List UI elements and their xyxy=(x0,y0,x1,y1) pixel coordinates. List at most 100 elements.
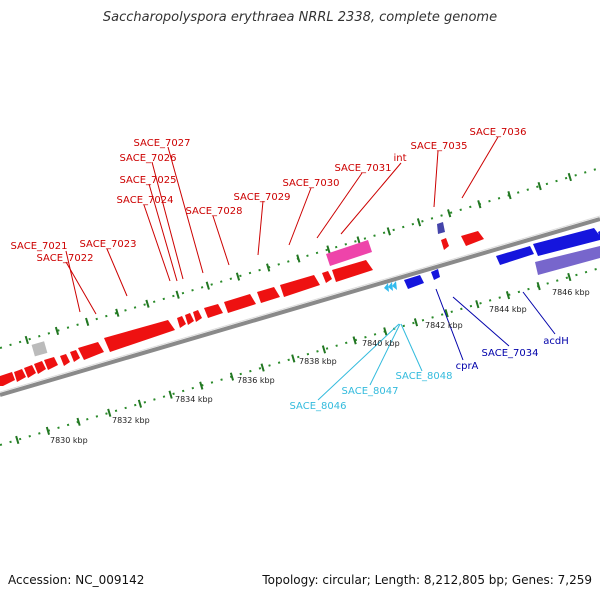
gene-arrow[interactable] xyxy=(34,361,46,374)
kbp-label: 7830 kbp xyxy=(50,436,88,445)
tick-mark xyxy=(326,245,331,254)
tick-mark xyxy=(507,191,512,200)
gene-label[interactable]: SACE_7027 xyxy=(134,138,191,149)
tick-mark xyxy=(15,435,20,445)
gene-arrow[interactable] xyxy=(60,354,70,366)
tick-mark xyxy=(137,399,143,408)
tick-mark xyxy=(291,354,296,363)
gene-arrow[interactable] xyxy=(461,231,484,246)
tick-mark xyxy=(24,335,29,345)
tick-mark xyxy=(205,281,210,290)
tick-mark xyxy=(296,254,301,263)
tick-mark xyxy=(444,309,449,318)
tick-mark xyxy=(352,336,357,345)
gene-arrow[interactable] xyxy=(404,275,424,289)
tick-mark xyxy=(175,290,180,299)
gene-label[interactable]: SACE_8047 xyxy=(342,386,399,397)
gene-label[interactable]: SACE_7023 xyxy=(80,239,137,250)
rna-arrow[interactable] xyxy=(392,281,397,290)
reverse-cds-dark[interactable] xyxy=(437,222,445,234)
gene-label[interactable]: SACE_7022 xyxy=(37,253,94,264)
gene-arrow[interactable] xyxy=(193,310,202,322)
gene-arrow[interactable] xyxy=(104,320,175,352)
kbp-label: 7836 kbp xyxy=(237,376,275,385)
gene-arrow[interactable] xyxy=(322,271,332,283)
pseudo-feature[interactable] xyxy=(326,240,372,266)
gene-arrow[interactable] xyxy=(204,304,223,318)
tick-mark xyxy=(45,426,51,435)
gene-arrow[interactable] xyxy=(332,260,373,282)
tick-mark xyxy=(115,308,120,317)
tick-mark xyxy=(229,372,235,381)
gene-label[interactable]: SACE_8046 xyxy=(290,401,347,412)
gene-arrow[interactable] xyxy=(44,357,58,370)
gene-arrow[interactable] xyxy=(431,269,440,280)
tick-mark xyxy=(260,363,265,372)
outer-major-ticks xyxy=(24,172,572,345)
gene-arrow[interactable] xyxy=(70,350,80,362)
gene-label[interactable]: SACE_7031 xyxy=(335,163,392,174)
tick-mark xyxy=(386,227,391,236)
tick-mark xyxy=(76,417,81,426)
gene-arrow[interactable] xyxy=(177,316,186,328)
tick-mark xyxy=(85,317,90,326)
gene-arrow[interactable] xyxy=(0,372,15,386)
gene-label[interactable]: acdH xyxy=(543,336,569,347)
kbp-label: 7832 kbp xyxy=(112,416,150,425)
gene-arrow[interactable] xyxy=(24,365,36,378)
reverse-callout-lines xyxy=(435,288,556,361)
rna-gene-labels: SACE_8046 SACE_8047 SACE_8048 xyxy=(290,371,453,412)
gene-arrow[interactable] xyxy=(224,294,256,313)
gene-label[interactable]: SACE_7029 xyxy=(234,192,291,203)
tick-mark xyxy=(168,390,173,399)
forward-cds-track xyxy=(0,231,484,386)
rna-callout-lines xyxy=(317,323,423,401)
gene-arrow[interactable] xyxy=(441,238,449,250)
rna-arrow[interactable] xyxy=(388,282,393,291)
backbone xyxy=(0,215,600,397)
forward-callout-lines xyxy=(65,136,499,315)
gene-label[interactable]: int xyxy=(393,153,406,164)
tick-mark xyxy=(567,272,572,282)
tick-mark xyxy=(321,345,327,354)
gene-label[interactable]: SACE_7026 xyxy=(120,153,177,164)
gene-label[interactable]: SACE_7028 xyxy=(186,206,243,217)
kbp-label: 7844 kbp xyxy=(489,305,527,314)
reverse-cds-purple[interactable] xyxy=(535,246,600,275)
tick-mark xyxy=(145,299,150,308)
tick-mark xyxy=(199,381,204,390)
gene-label[interactable]: SACE_7024 xyxy=(117,195,174,206)
gene-arrow[interactable] xyxy=(496,246,534,265)
tick-mark xyxy=(567,172,572,182)
map-title: Saccharopolyspora erythraea NRRL 2338, c… xyxy=(102,10,498,25)
tick-mark xyxy=(477,200,482,209)
gene-arrow[interactable] xyxy=(185,313,194,325)
tick-mark xyxy=(537,181,542,191)
gene-label[interactable]: SACE_7036 xyxy=(470,127,527,138)
genome-summary-text: Topology: circular; Length: 8,212,805 bp… xyxy=(262,573,592,587)
tick-mark xyxy=(235,272,241,281)
gene-arrow[interactable] xyxy=(533,228,600,256)
tick-mark xyxy=(413,318,419,327)
gene-arrow[interactable] xyxy=(280,275,320,297)
reverse-cds-track xyxy=(404,228,600,289)
gene-arrow[interactable] xyxy=(78,342,104,360)
accession-text: Accession: NC_009142 xyxy=(8,573,145,587)
gene-label[interactable]: cprA xyxy=(456,361,479,372)
kbp-label: 7834 kbp xyxy=(175,395,213,404)
gene-arrow[interactable] xyxy=(257,287,280,303)
gene-arrow[interactable] xyxy=(14,369,26,382)
gene-label[interactable]: SACE_7034 xyxy=(482,348,539,359)
kbp-label: 7842 kbp xyxy=(425,321,463,330)
gene-label[interactable]: SACE_8048 xyxy=(396,371,453,382)
gene-label[interactable]: SACE_7030 xyxy=(283,178,340,189)
tick-mark xyxy=(54,326,60,336)
gene-label[interactable]: SACE_7035 xyxy=(411,141,468,152)
inner-tick-track xyxy=(0,267,600,446)
rna-arrow[interactable] xyxy=(384,283,389,292)
gene-label[interactable]: SACE_7021 xyxy=(11,241,68,252)
gene-label[interactable]: SACE_7025 xyxy=(120,175,177,186)
gray-feature[interactable] xyxy=(31,341,48,357)
tick-mark xyxy=(383,327,388,336)
